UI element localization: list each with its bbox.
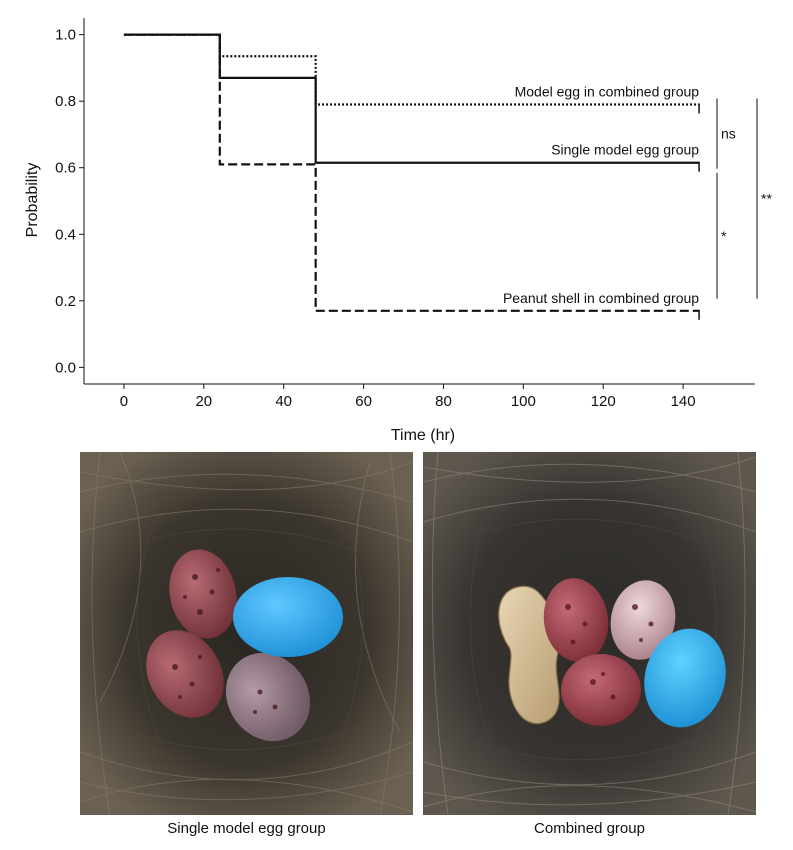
y-tick-label: 0.2 [55, 293, 76, 310]
survival-chart: 0 20 40 60 80 100 120 140 0.0 0.2 0.4 0.6 0.8 1.0 Mod… [24, 18, 772, 444]
x-tick-label: 20 [195, 393, 212, 410]
x-tick-label: 60 [355, 393, 372, 410]
photo-caption-combined: Combined group [534, 820, 645, 837]
photo-caption-single: Single model egg group [167, 820, 326, 837]
x-tick-label: 140 [671, 393, 696, 410]
blue-model-egg [233, 577, 343, 657]
host-egg [146, 630, 224, 718]
y-axis-label: Probability [24, 163, 41, 238]
y-tick-label: 0.4 [55, 226, 76, 243]
significance-label: * [721, 228, 727, 244]
y-tick-label: 1.0 [55, 27, 76, 44]
series-peanut-shell-combined [123, 33, 700, 312]
significance-label: ns [721, 126, 736, 142]
x-tick-label: 80 [435, 393, 452, 410]
y-tick-label: 0.8 [55, 93, 76, 110]
chart-ticks: 0 20 40 60 80 100 120 140 0.0 0.2 0.4 0.6 0.8 1.0 [55, 27, 695, 410]
series-label: Peanut shell in combined group [503, 290, 699, 306]
host-egg [543, 578, 609, 662]
blue-model-egg [644, 628, 726, 728]
photo-single-model-egg-nest [80, 452, 413, 815]
x-tick-label: 0 [120, 393, 128, 410]
series-model-egg-combined [123, 33, 700, 106]
x-tick-label: 40 [275, 393, 292, 410]
x-axis-label: Time (hr) [391, 427, 455, 444]
photo-combined-group-nest [423, 452, 756, 815]
chart-series-labels: Model egg in combined group Single model … [503, 84, 699, 306]
series-label: Model egg in combined group [515, 84, 700, 100]
y-tick-label: 0.6 [55, 160, 76, 177]
chart-series [123, 33, 700, 320]
host-egg [225, 652, 311, 742]
host-egg [610, 580, 676, 660]
chart-significance: ns*** [716, 98, 772, 299]
chart-axes [83, 18, 755, 385]
significance-label: ** [761, 191, 772, 207]
x-tick-label: 100 [511, 393, 536, 410]
y-tick-label: 0.0 [55, 359, 76, 376]
x-tick-label: 120 [591, 393, 616, 410]
host-egg [561, 654, 641, 726]
series-label: Single model egg group [551, 142, 699, 158]
host-egg [169, 549, 237, 639]
